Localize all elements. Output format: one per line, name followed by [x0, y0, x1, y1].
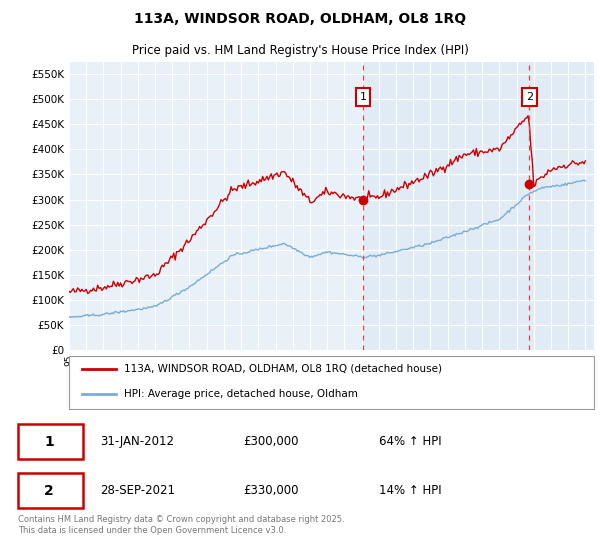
- FancyBboxPatch shape: [18, 473, 83, 508]
- Text: 64% ↑ HPI: 64% ↑ HPI: [379, 435, 442, 448]
- Text: 113A, WINDSOR ROAD, OLDHAM, OL8 1RQ (detached house): 113A, WINDSOR ROAD, OLDHAM, OL8 1RQ (det…: [124, 364, 442, 374]
- FancyBboxPatch shape: [18, 424, 83, 459]
- Text: 28-SEP-2021: 28-SEP-2021: [100, 484, 175, 497]
- Text: 2: 2: [526, 92, 533, 102]
- Text: HPI: Average price, detached house, Oldham: HPI: Average price, detached house, Oldh…: [124, 389, 358, 399]
- Text: Contains HM Land Registry data © Crown copyright and database right 2025.
This d: Contains HM Land Registry data © Crown c…: [18, 515, 344, 535]
- FancyBboxPatch shape: [69, 356, 594, 409]
- Text: 2: 2: [44, 484, 54, 498]
- Text: 14% ↑ HPI: 14% ↑ HPI: [379, 484, 442, 497]
- Bar: [363, 62, 594, 350]
- Text: 1: 1: [359, 92, 367, 102]
- Text: Price paid vs. HM Land Registry's House Price Index (HPI): Price paid vs. HM Land Registry's House …: [131, 44, 469, 57]
- Text: 31-JAN-2012: 31-JAN-2012: [100, 435, 174, 448]
- Text: 113A, WINDSOR ROAD, OLDHAM, OL8 1RQ: 113A, WINDSOR ROAD, OLDHAM, OL8 1RQ: [134, 12, 466, 26]
- Text: £330,000: £330,000: [244, 484, 299, 497]
- Text: £300,000: £300,000: [244, 435, 299, 448]
- Text: 1: 1: [44, 435, 54, 449]
